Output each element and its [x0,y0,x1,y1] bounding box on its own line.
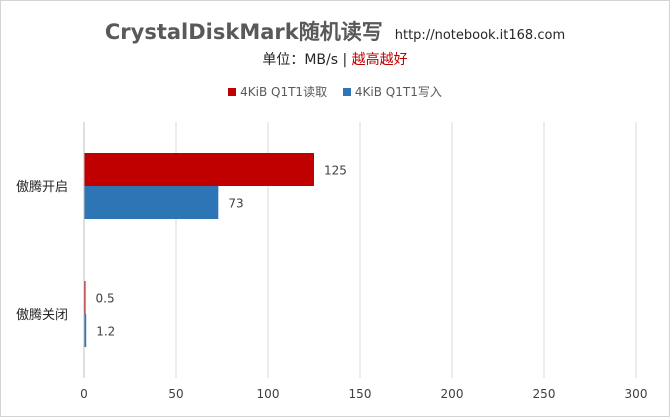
chart-title-url: http://notebook.it168.com [394,28,566,43]
chart-title: CrystalDiskMark随机读写 [104,20,383,44]
bar-write-0 [84,186,219,219]
legend-swatch-write [342,88,351,96]
chart-subtitle: 单位：MB/s | 越高越好 [0,49,670,69]
category-label: 傲腾开启 [16,179,68,195]
bar-write-1 [84,314,87,347]
data-label: 0.5 [96,292,115,306]
x-tick-label: 300 [625,387,648,401]
legend-item-read: 4KiB Q1T1读取 [228,83,327,100]
bar-read-1 [84,281,86,314]
data-label: 1.2 [96,325,115,339]
x-tick-label: 0 [80,387,88,401]
legend-label-read: 4KiB Q1T1读取 [240,85,328,99]
title-row: CrystalDiskMark随机读写 http://notebook.it168… [0,16,670,46]
data-label: 73 [228,197,243,211]
data-label: 125 [324,164,347,178]
legend-swatch-read [228,88,237,96]
subtitle-units: 单位：MB/s | [262,52,352,68]
x-tick-label: 200 [441,387,464,401]
category-label: 傲腾关闭 [16,307,68,323]
x-tick-label: 100 [257,387,280,401]
x-tick-label: 250 [533,387,556,401]
x-tick-label: 150 [349,387,372,401]
bar-read-0 [84,153,314,186]
legend-item-write: 4KiB Q1T1写入 [342,83,442,100]
subtitle-highlight: 越高越好 [351,52,408,68]
legend: 4KiB Q1T1读取 4KiB Q1T1写入 [0,83,670,100]
legend-label-write: 4KiB Q1T1写入 [354,85,442,99]
x-tick-label: 50 [168,387,183,401]
